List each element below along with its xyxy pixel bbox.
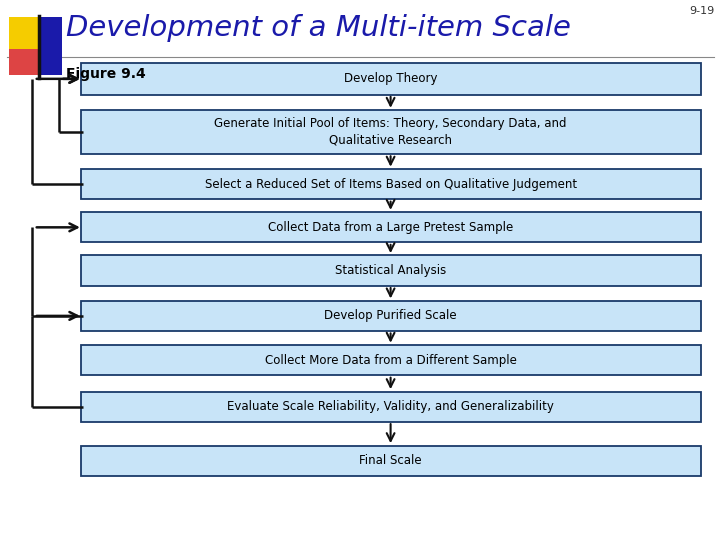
- FancyBboxPatch shape: [81, 169, 701, 199]
- Text: Statistical Analysis: Statistical Analysis: [335, 264, 446, 277]
- FancyBboxPatch shape: [81, 63, 701, 94]
- Text: Develop Purified Scale: Develop Purified Scale: [324, 309, 457, 322]
- Text: Generate Initial Pool of Items: Theory, Secondary Data, and
Qualitative Research: Generate Initial Pool of Items: Theory, …: [215, 117, 567, 147]
- Text: Collect Data from a Large Pretest Sample: Collect Data from a Large Pretest Sample: [268, 221, 513, 234]
- FancyBboxPatch shape: [81, 446, 701, 476]
- FancyBboxPatch shape: [81, 212, 701, 242]
- FancyBboxPatch shape: [81, 301, 701, 331]
- Bar: [39, 17, 62, 49]
- Text: Figure 9.4: Figure 9.4: [66, 67, 146, 81]
- Bar: [9, 17, 39, 49]
- FancyBboxPatch shape: [81, 110, 701, 154]
- FancyBboxPatch shape: [81, 392, 701, 422]
- Bar: [39, 49, 62, 75]
- Text: Select a Reduced Set of Items Based on Qualitative Judgement: Select a Reduced Set of Items Based on Q…: [204, 178, 577, 191]
- Text: Develop Theory: Develop Theory: [344, 72, 437, 85]
- FancyBboxPatch shape: [81, 345, 701, 375]
- Bar: [9, 49, 39, 75]
- Text: Collect More Data from a Different Sample: Collect More Data from a Different Sampl…: [265, 354, 516, 367]
- Text: Development of a Multi-item Scale: Development of a Multi-item Scale: [66, 14, 571, 42]
- FancyBboxPatch shape: [81, 255, 701, 286]
- Text: 9-19: 9-19: [689, 6, 714, 17]
- Text: Evaluate Scale Reliability, Validity, and Generalizability: Evaluate Scale Reliability, Validity, an…: [228, 400, 554, 413]
- Text: Final Scale: Final Scale: [359, 454, 422, 467]
